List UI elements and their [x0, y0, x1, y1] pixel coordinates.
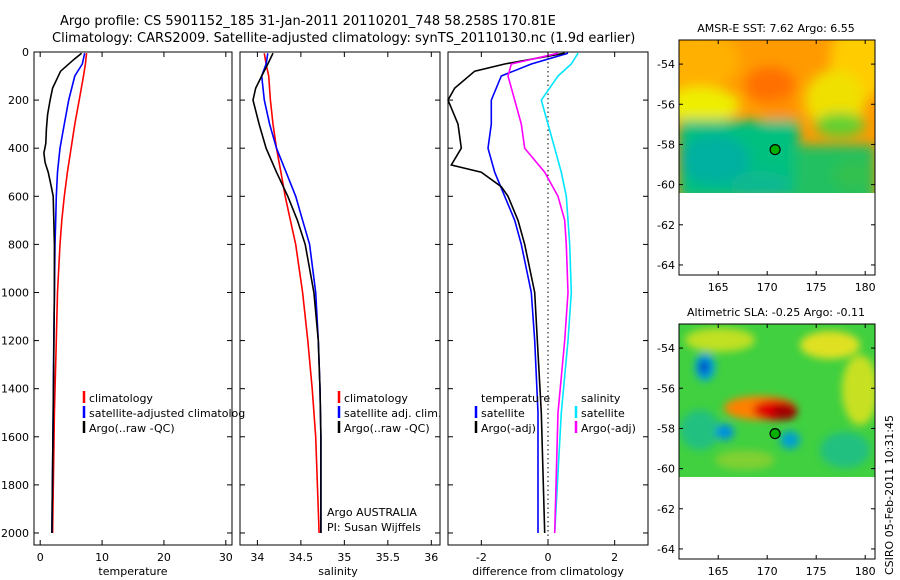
- x-tick-label: 180: [855, 565, 876, 578]
- temperature-frame: [33, 51, 233, 546]
- y-tick-label: 1800: [1, 479, 29, 492]
- series-line-red: [263, 53, 320, 534]
- y-tick-label: 1000: [1, 286, 29, 299]
- x-tick-label: 34.5: [289, 551, 314, 564]
- series-line-blue: [260, 53, 322, 533]
- y-tick-label: 800: [8, 238, 29, 251]
- legend-label-climatology: climatology: [344, 392, 408, 405]
- series-line-black: [447, 52, 565, 534]
- title-line-2: Climatology: CARS2009. Satellite-adjuste…: [52, 31, 635, 46]
- x-tick-label: 170: [757, 281, 778, 294]
- legend-label-climatology: climatology: [89, 392, 153, 405]
- argo-location-marker: [769, 144, 781, 156]
- temperature-legend: climatology satellite-adjusted climatolo…: [82, 391, 245, 435]
- y-tick-label: -62: [657, 503, 675, 516]
- x-tick-label: 35.5: [376, 551, 401, 564]
- y-tick-label: -54: [657, 58, 675, 71]
- legend-label-salinity: salinity: [581, 392, 621, 405]
- sla-map-panel: Altimetric SLA: -0.25 Argo: -0.11 165 1: [657, 306, 876, 578]
- title-line-1: Argo profile: CS 5901152_185 31-Jan-2011…: [60, 14, 556, 29]
- x-tick-label: 175: [806, 565, 827, 578]
- y-tick-label: 600: [8, 190, 29, 203]
- sst-heatmap: [679, 40, 875, 193]
- y-tick-label: -64: [657, 259, 675, 272]
- y-tick-label: 1400: [1, 383, 29, 396]
- legend-label-temp-argo: Argo(-adj): [481, 422, 536, 435]
- y-tick-label: 0: [22, 46, 29, 59]
- difference-panel: -2 0 2 difference from climatology tempera…: [447, 51, 649, 578]
- y-tick-label: -64: [657, 543, 675, 556]
- salinity-xlabel: salinity: [318, 565, 358, 578]
- y-tick-label: -60: [657, 179, 675, 192]
- legend-label-argo: Argo(..raw -QC): [89, 422, 175, 435]
- temperature-panel: 0 10 20 30 0 200 400 600 800 1000 1200 1400 1600 1800…: [1, 46, 245, 578]
- series-line-black: [252, 52, 322, 533]
- y-tick-label: 1200: [1, 335, 29, 348]
- salinity-legend: climatology satellite adj. clim. Argo(..…: [337, 391, 441, 435]
- y-tick-label: -58: [657, 138, 675, 151]
- argo-location-marker: [769, 428, 781, 440]
- series-line-black: [43, 52, 83, 534]
- x-tick-label: 35: [337, 551, 351, 564]
- difference-legend: temperature satellite Argo(-adj) salinit…: [474, 392, 636, 435]
- x-tick-label: 165: [708, 281, 729, 294]
- y-tick-label: -58: [657, 422, 675, 435]
- series-line-red: [51, 53, 88, 534]
- legend-label-sal-satellite: satellite: [581, 407, 625, 420]
- x-tick-label: 2: [611, 551, 618, 564]
- sla-map-frame: [678, 323, 876, 560]
- sla-map-title: Altimetric SLA: -0.25 Argo: -0.11: [687, 306, 865, 319]
- y-tick-label: 200: [8, 94, 29, 107]
- legend-label-argo: Argo(..raw -QC): [344, 422, 430, 435]
- x-tick-label: 180: [855, 281, 876, 294]
- y-tick-label: -56: [657, 382, 675, 395]
- sst-map-panel: AMSR-E SST: 7.62 Argo: 6.55 165 170 175 180…: [657, 22, 876, 294]
- series-line-blue: [487, 52, 569, 533]
- x-tick-label: 0: [37, 551, 44, 564]
- sst-map-frame: [678, 39, 876, 276]
- y-tick-label: -60: [657, 463, 675, 476]
- x-tick-label: 30: [219, 551, 233, 564]
- y-tick-label: -54: [657, 342, 675, 355]
- salinity-panel: 34 34.5 35 35.5 36 salinity climatology sate…: [239, 51, 441, 578]
- credit-text: Argo AUSTRALIA: [327, 506, 417, 519]
- x-tick-label: 20: [157, 551, 171, 564]
- legend-label-temp-satellite: satellite: [481, 407, 525, 420]
- salinity-frame: [239, 51, 441, 546]
- x-tick-label: 34: [250, 551, 264, 564]
- y-tick-label: -56: [657, 98, 675, 111]
- series-line-cyan: [540, 52, 579, 534]
- x-tick-label: 175: [806, 281, 827, 294]
- x-tick-label: 10: [95, 551, 109, 564]
- y-tick-label: 1600: [1, 431, 29, 444]
- x-tick-label: 165: [708, 565, 729, 578]
- y-tick-label: 2000: [1, 527, 29, 540]
- legend-label-sal-argo: Argo(-adj): [581, 422, 636, 435]
- y-tick-label: -62: [657, 219, 675, 232]
- legend-label-satellite: satellite adj. clim.: [344, 407, 441, 420]
- series-line-magenta: [507, 52, 569, 534]
- x-tick-label: 0: [545, 551, 552, 564]
- temperature-xlabel: temperature: [98, 565, 167, 578]
- sla-heatmap: [679, 324, 875, 477]
- sst-map-title: AMSR-E SST: 7.62 Argo: 6.55: [697, 22, 855, 35]
- x-tick-label: 170: [757, 565, 778, 578]
- x-tick-label: -2: [476, 551, 487, 564]
- legend-label-temperature: temperature: [481, 392, 550, 405]
- y-tick-label: 400: [8, 142, 29, 155]
- legend-label-satellite: satellite-adjusted climatolog: [89, 407, 245, 420]
- difference-xlabel: difference from climatology: [472, 565, 624, 578]
- x-tick-label: 36: [424, 551, 438, 564]
- pi-text: PI: Susan Wijffels: [327, 521, 421, 534]
- timestamp-stamp: CSIRO 05-Feb-2011 10:31:45: [883, 415, 896, 575]
